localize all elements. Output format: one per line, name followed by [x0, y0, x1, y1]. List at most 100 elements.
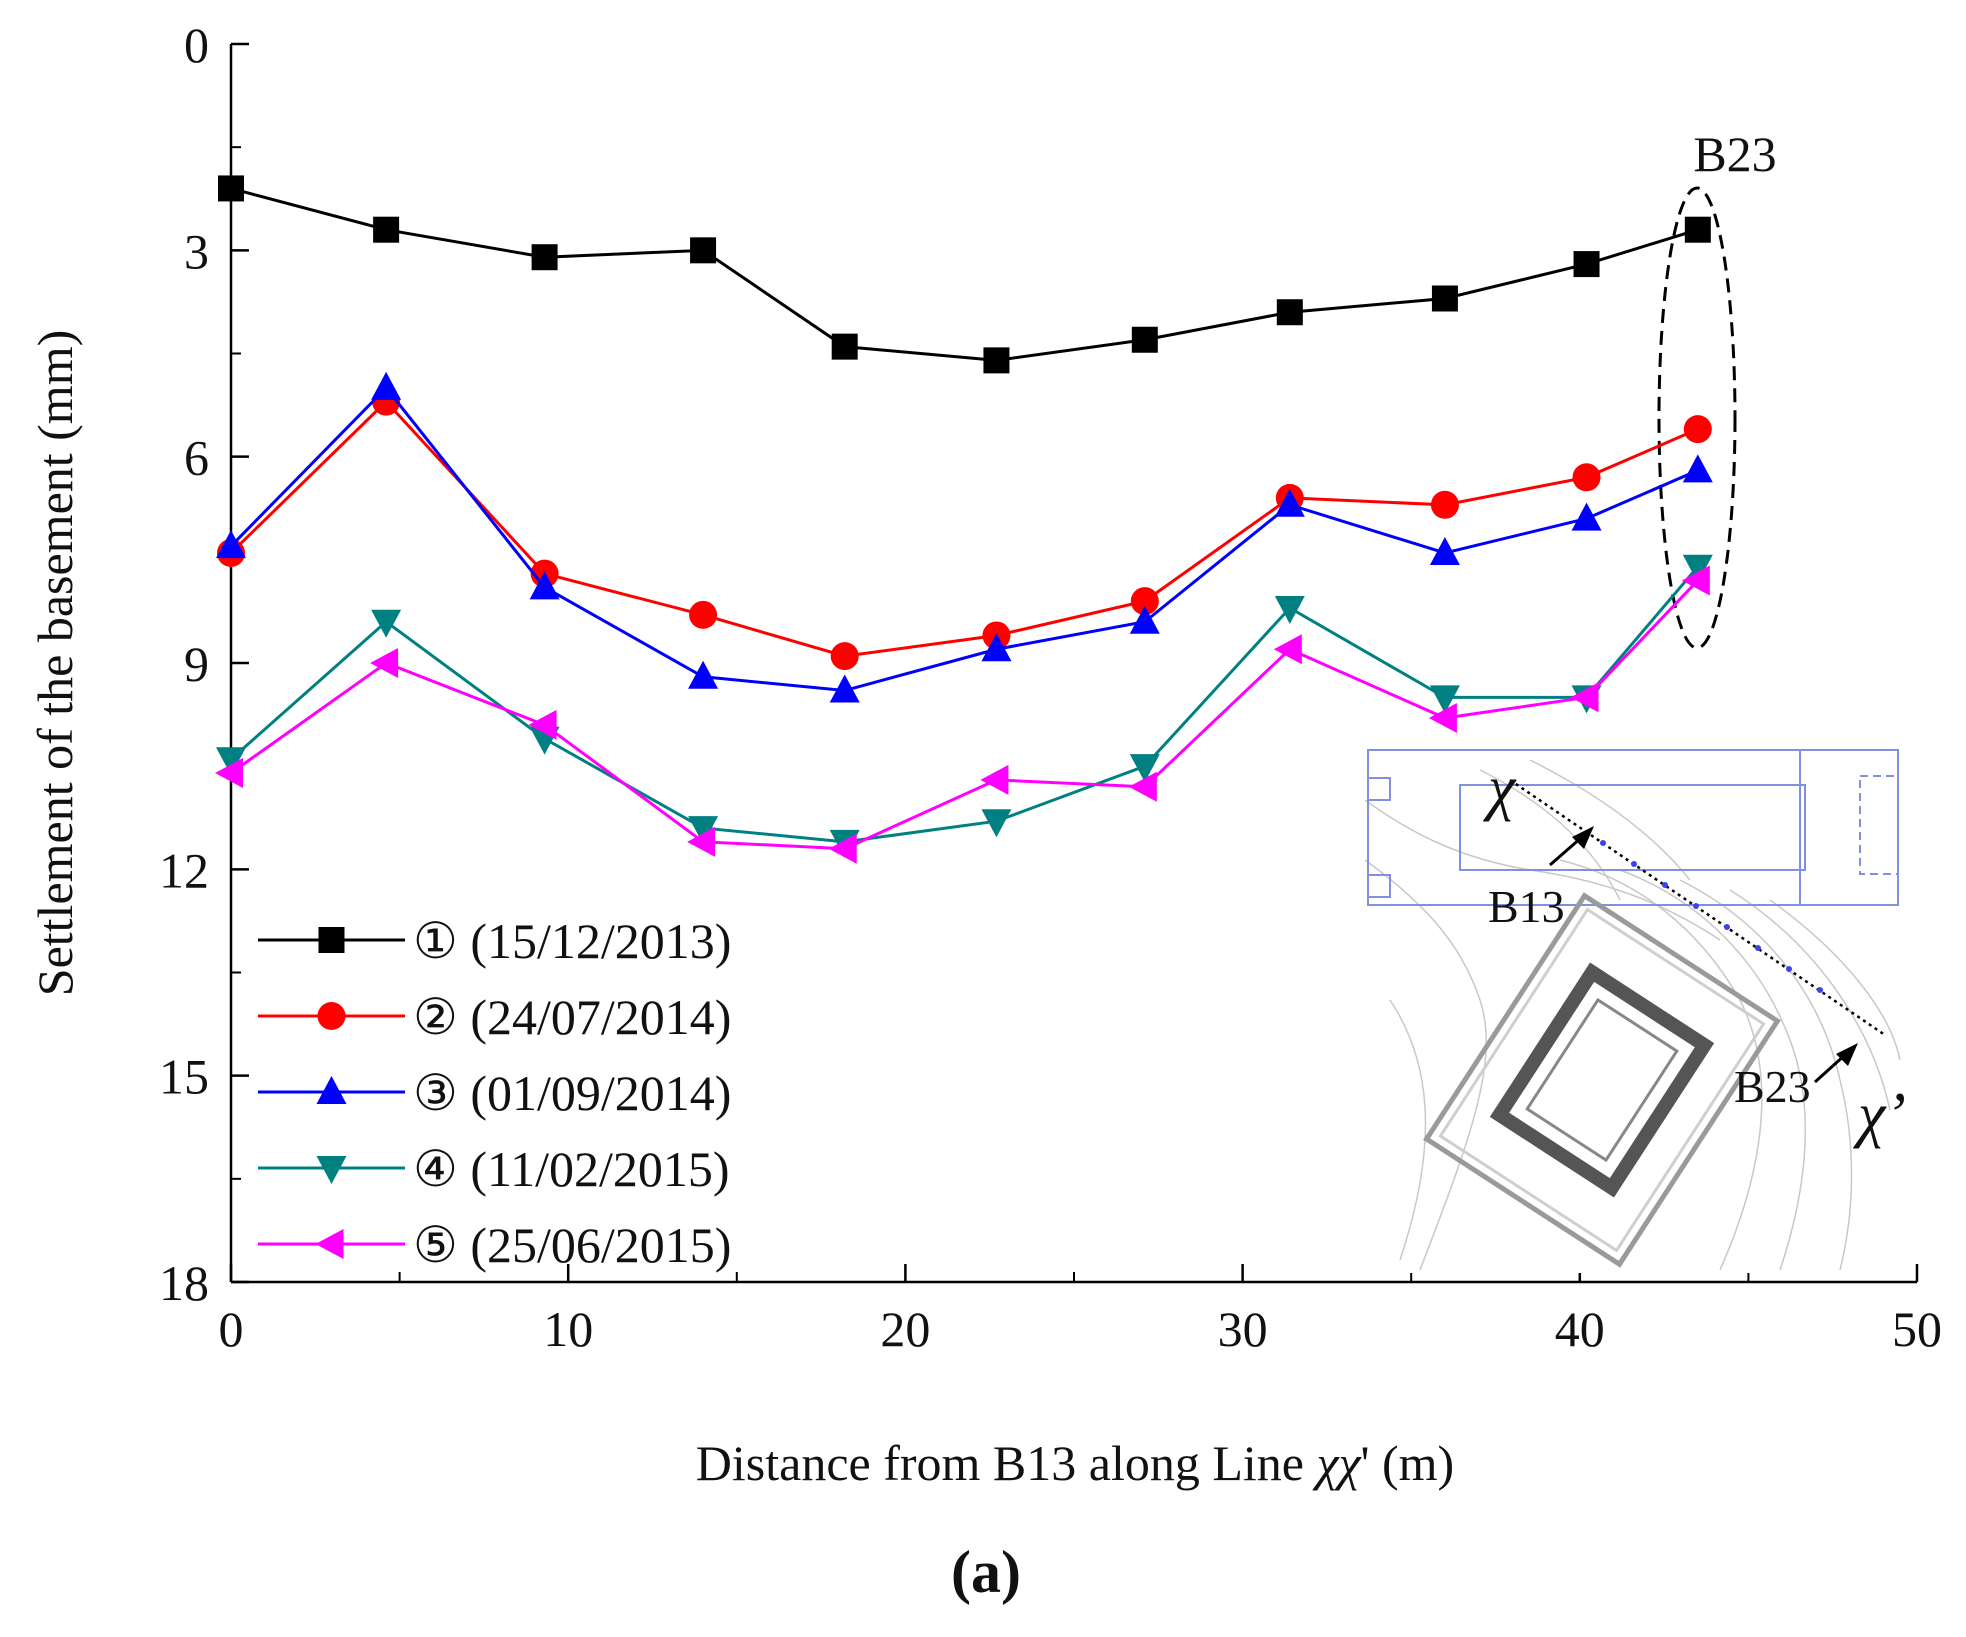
legend-marker [316, 1156, 347, 1184]
legend-item: ⑤ (25/06/2015) [258, 1217, 731, 1273]
series-layer [215, 175, 1713, 864]
legend-label: ③ (01/09/2014) [413, 1065, 731, 1121]
data-point [1570, 682, 1599, 713]
data-point [1681, 565, 1710, 596]
x-axis-title: Distance from B13 along Line χχ' (m) [696, 1435, 1454, 1491]
series-1 [218, 175, 1711, 374]
data-point [690, 237, 717, 264]
legend: ① (15/12/2013) ② (24/07/2014) ③ (01/09/201… [258, 913, 731, 1273]
site-plan-inset: χ χ’ B13 B23 [1363, 743, 1906, 1273]
legend-item: ④ (11/02/2015) [258, 1141, 730, 1197]
x-axis-title-suffix: ' (m) [1360, 1435, 1454, 1491]
y-tick-label: 18 [159, 1255, 209, 1311]
b23-top-label: B23 [1693, 126, 1776, 182]
y-tick-label: 6 [184, 430, 209, 486]
data-point [828, 833, 857, 864]
data-point [1273, 634, 1302, 665]
data-point [1129, 605, 1160, 634]
data-point [829, 674, 860, 703]
y-tick-label: 15 [159, 1049, 209, 1105]
data-point [371, 609, 402, 638]
series-line [230, 186, 1699, 362]
x-tick-label: 20 [880, 1301, 930, 1357]
data-point [831, 333, 858, 360]
data-point [1429, 685, 1460, 714]
legend-marker [315, 1229, 344, 1259]
data-point [689, 600, 718, 629]
x-tick-label: 10 [543, 1301, 593, 1357]
data-point [1274, 595, 1305, 624]
legend-label: ① (15/12/2013) [413, 913, 731, 969]
y-tick-label: 3 [184, 223, 209, 279]
y-tick-label: 0 [184, 17, 209, 73]
data-point [1131, 326, 1158, 353]
legend-item: ② (24/07/2014) [258, 989, 731, 1045]
series-5 [215, 565, 1710, 864]
data-point [1429, 536, 1460, 565]
data-point [529, 571, 560, 600]
x-tick-label: 0 [219, 1301, 244, 1357]
data-point [688, 816, 719, 845]
y-axis-title: Settlement of the basement (mm) [27, 330, 83, 996]
data-point [687, 826, 716, 857]
legend-item: ③ (01/09/2014) [258, 1065, 731, 1121]
inset-chi-end-label: χ’ [1853, 1081, 1906, 1149]
series-3 [216, 371, 1713, 703]
legend-marker [317, 1002, 346, 1030]
series-line [229, 399, 1699, 658]
legend-label: ④ (11/02/2015) [413, 1141, 730, 1197]
monitoring-points [1600, 840, 1823, 993]
series-2 [217, 387, 1712, 671]
data-point [1571, 502, 1602, 531]
legend-label: ⑤ (25/06/2015) [413, 1217, 731, 1273]
x-tick-label: 40 [1555, 1301, 1605, 1357]
data-point [370, 648, 399, 678]
y-tick-label: 12 [159, 842, 209, 898]
data-point [830, 642, 859, 671]
legend-item: ① (15/12/2013) [258, 913, 731, 969]
data-point [1128, 771, 1157, 802]
data-point [1572, 463, 1601, 492]
data-point [1683, 415, 1712, 444]
legend-marker [316, 1076, 347, 1104]
x-axis-title-prefix: Distance from B13 along Line [696, 1435, 1317, 1491]
inset-b13-label: B13 [1488, 881, 1565, 932]
data-point [1130, 587, 1159, 616]
excavation-pit [1423, 892, 1781, 1268]
data-point [1274, 488, 1305, 517]
data-point [528, 709, 557, 740]
data-point [1431, 285, 1458, 312]
y-tick-label: 9 [184, 636, 209, 692]
data-point [1129, 754, 1160, 783]
data-point [1276, 299, 1303, 326]
data-point [215, 758, 243, 789]
data-point [216, 747, 246, 776]
data-point [1682, 554, 1713, 583]
data-point [981, 809, 1012, 838]
data-point [1684, 216, 1711, 243]
data-point [1428, 703, 1457, 734]
b13-arrow [1549, 826, 1594, 867]
data-point [1682, 454, 1713, 483]
inset-chi-start-label: χ [1483, 754, 1517, 822]
data-point [218, 175, 244, 202]
data-point [373, 216, 400, 243]
data-point [983, 347, 1010, 374]
data-point [216, 530, 246, 559]
series-4 [216, 554, 1713, 858]
data-point [1430, 490, 1459, 519]
series-line [229, 385, 1699, 693]
legend-label: ② (24/07/2014) [413, 989, 731, 1045]
legend-marker [318, 927, 345, 953]
data-point [980, 764, 1009, 795]
x-tick-label: 30 [1218, 1301, 1268, 1357]
data-point [531, 244, 558, 271]
b23-arrow [1813, 1043, 1858, 1084]
b23-highlight-ellipse [1657, 186, 1737, 650]
panel-label: (a) [951, 1539, 1021, 1605]
inset-b23-label: B23 [1734, 1061, 1811, 1112]
data-point [981, 633, 1012, 662]
x-axis-title-symbol: χχ [1312, 1435, 1362, 1491]
